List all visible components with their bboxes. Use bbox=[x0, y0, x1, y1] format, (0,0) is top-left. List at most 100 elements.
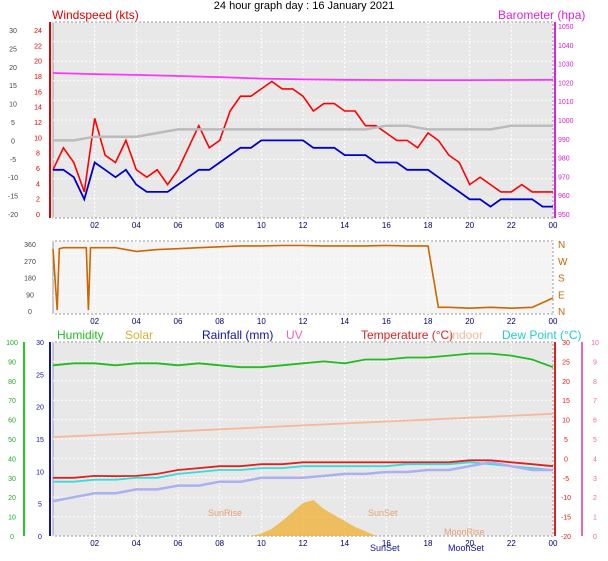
wind-outer-tick: -5 bbox=[10, 157, 16, 164]
temp-tick: -10 bbox=[561, 495, 571, 502]
dir-left-tick: 270 bbox=[24, 259, 36, 266]
dir-left-tick: 360 bbox=[24, 242, 36, 249]
dir-x-tick: 18 bbox=[424, 317, 433, 326]
dir-x-tick: 20 bbox=[465, 317, 474, 326]
dir-x-tick: 10 bbox=[257, 317, 266, 326]
wind-x-tick: 10 bbox=[257, 221, 266, 230]
sunrise-label: SunRise bbox=[208, 508, 243, 518]
wind-x-tick: 04 bbox=[132, 221, 141, 230]
baro-tick: 1030 bbox=[558, 62, 574, 69]
solar-label: Solar bbox=[125, 328, 154, 342]
wind-inner-tick: 0 bbox=[36, 212, 40, 219]
uv-tick: 10 bbox=[591, 340, 599, 347]
wind-inner-tick: 4 bbox=[36, 181, 40, 188]
uv-tick: 8 bbox=[593, 379, 597, 386]
wind-outer-tick: 0 bbox=[11, 138, 15, 145]
temp-tick: 20 bbox=[562, 379, 570, 386]
wind-outer-tick: 20 bbox=[9, 65, 17, 72]
dir-x-tick: 16 bbox=[382, 317, 391, 326]
baro-tick: 1010 bbox=[558, 99, 574, 106]
baro-tick: 1050 bbox=[558, 24, 574, 31]
humidity-label: Humidity bbox=[57, 328, 104, 342]
temp-tick: 10 bbox=[562, 418, 570, 425]
temp-x-tick: 10 bbox=[257, 539, 266, 548]
wind-outer-tick: 5 bbox=[11, 120, 15, 127]
windspeed-label: Windspeed (kts) bbox=[52, 8, 139, 22]
uv-tick: 2 bbox=[593, 495, 597, 502]
humidity-tick: 20 bbox=[8, 495, 16, 502]
uv-label: UV bbox=[286, 328, 303, 342]
uv-tick: 7 bbox=[593, 398, 597, 405]
dir-x-tick: 08 bbox=[215, 317, 224, 326]
wind-outer-tick: 15 bbox=[9, 83, 17, 90]
series-gust bbox=[52, 80, 553, 193]
humidity-tick: 90 bbox=[8, 359, 16, 366]
wind-x-tick: 08 bbox=[215, 221, 224, 230]
temp-x-tick: 04 bbox=[132, 539, 141, 548]
dir-compass-tick: S bbox=[558, 274, 565, 285]
dir-compass-tick: N bbox=[558, 307, 565, 318]
temp-tick: 5 bbox=[564, 437, 568, 444]
temp-tick: -5 bbox=[563, 476, 569, 483]
moonrise-label: MoonRise bbox=[444, 527, 485, 537]
temp-tick: -15 bbox=[561, 515, 571, 522]
dir-left-tick: 90 bbox=[26, 292, 34, 299]
humidity-tick: 70 bbox=[8, 398, 16, 405]
series-dir bbox=[52, 244, 554, 311]
wind-x-tick: 14 bbox=[340, 221, 349, 230]
dir-left-tick: 180 bbox=[24, 276, 36, 283]
series-indoor bbox=[52, 412, 554, 438]
uv-tick: 9 bbox=[593, 359, 597, 366]
temp-tick: 15 bbox=[562, 398, 570, 405]
wind-x-tick: 16 bbox=[382, 221, 391, 230]
baro-tick: 990 bbox=[558, 137, 570, 144]
temp-x-tick: 16 bbox=[382, 539, 391, 548]
wind-outer-tick: -10 bbox=[8, 175, 18, 182]
temp-x-tick: 18 bbox=[424, 539, 433, 548]
rain-tick: 5 bbox=[38, 502, 42, 509]
baro-tick: 980 bbox=[558, 156, 570, 163]
dir-compass-tick: E bbox=[558, 290, 565, 301]
dewpoint-label: Dew Point (°C) bbox=[502, 328, 582, 342]
wind-x-tick: 02 bbox=[90, 221, 99, 230]
baro-tick: 970 bbox=[558, 174, 570, 181]
series-temp bbox=[53, 124, 553, 142]
wind-inner-tick: 22 bbox=[34, 43, 42, 50]
sunset-label: SunSet bbox=[368, 508, 398, 518]
baro-tick: 960 bbox=[558, 193, 570, 200]
wind-x-tick: 22 bbox=[507, 221, 516, 230]
page-title: 24 hour graph day : 16 January 2021 bbox=[213, 0, 395, 12]
humidity-tick: 100 bbox=[6, 340, 18, 347]
wind-inner-tick: 16 bbox=[34, 89, 42, 96]
temp-tick: -20 bbox=[561, 534, 571, 541]
wind-outer-tick: 10 bbox=[9, 102, 17, 109]
temp-tick: 0 bbox=[564, 456, 568, 463]
humidity-tick: 50 bbox=[8, 437, 16, 444]
wind-x-tick: 06 bbox=[174, 221, 183, 230]
humidity-tick: 30 bbox=[8, 476, 16, 483]
series-solar bbox=[250, 500, 376, 536]
dir-x-tick: 06 bbox=[174, 317, 183, 326]
rainfall-label: Rainfall (mm) bbox=[202, 328, 274, 342]
rain-tick: 15 bbox=[36, 437, 44, 444]
temp-x-tick: 22 bbox=[507, 539, 516, 548]
series-avg bbox=[53, 139, 553, 208]
wind-inner-tick: 2 bbox=[36, 197, 40, 204]
uv-tick: 5 bbox=[593, 437, 597, 444]
wind-inner-tick: 8 bbox=[36, 151, 40, 158]
temp-x-tick: 12 bbox=[299, 539, 308, 548]
wind-x-tick: 12 bbox=[299, 221, 308, 230]
baro-tick: 1040 bbox=[558, 43, 574, 50]
temp-x-tick: 08 bbox=[215, 539, 224, 548]
wind-inner-tick: 18 bbox=[34, 74, 42, 81]
uv-tick: 3 bbox=[593, 476, 597, 483]
wind-inner-tick: 24 bbox=[34, 28, 42, 35]
dir-x-tick: 14 bbox=[340, 317, 349, 326]
temp-tick: 30 bbox=[562, 340, 570, 347]
uv-tick: 6 bbox=[593, 418, 597, 425]
dir-x-tick: 00 bbox=[549, 317, 558, 326]
series-baro bbox=[52, 72, 554, 81]
rain-tick: 20 bbox=[36, 405, 44, 412]
